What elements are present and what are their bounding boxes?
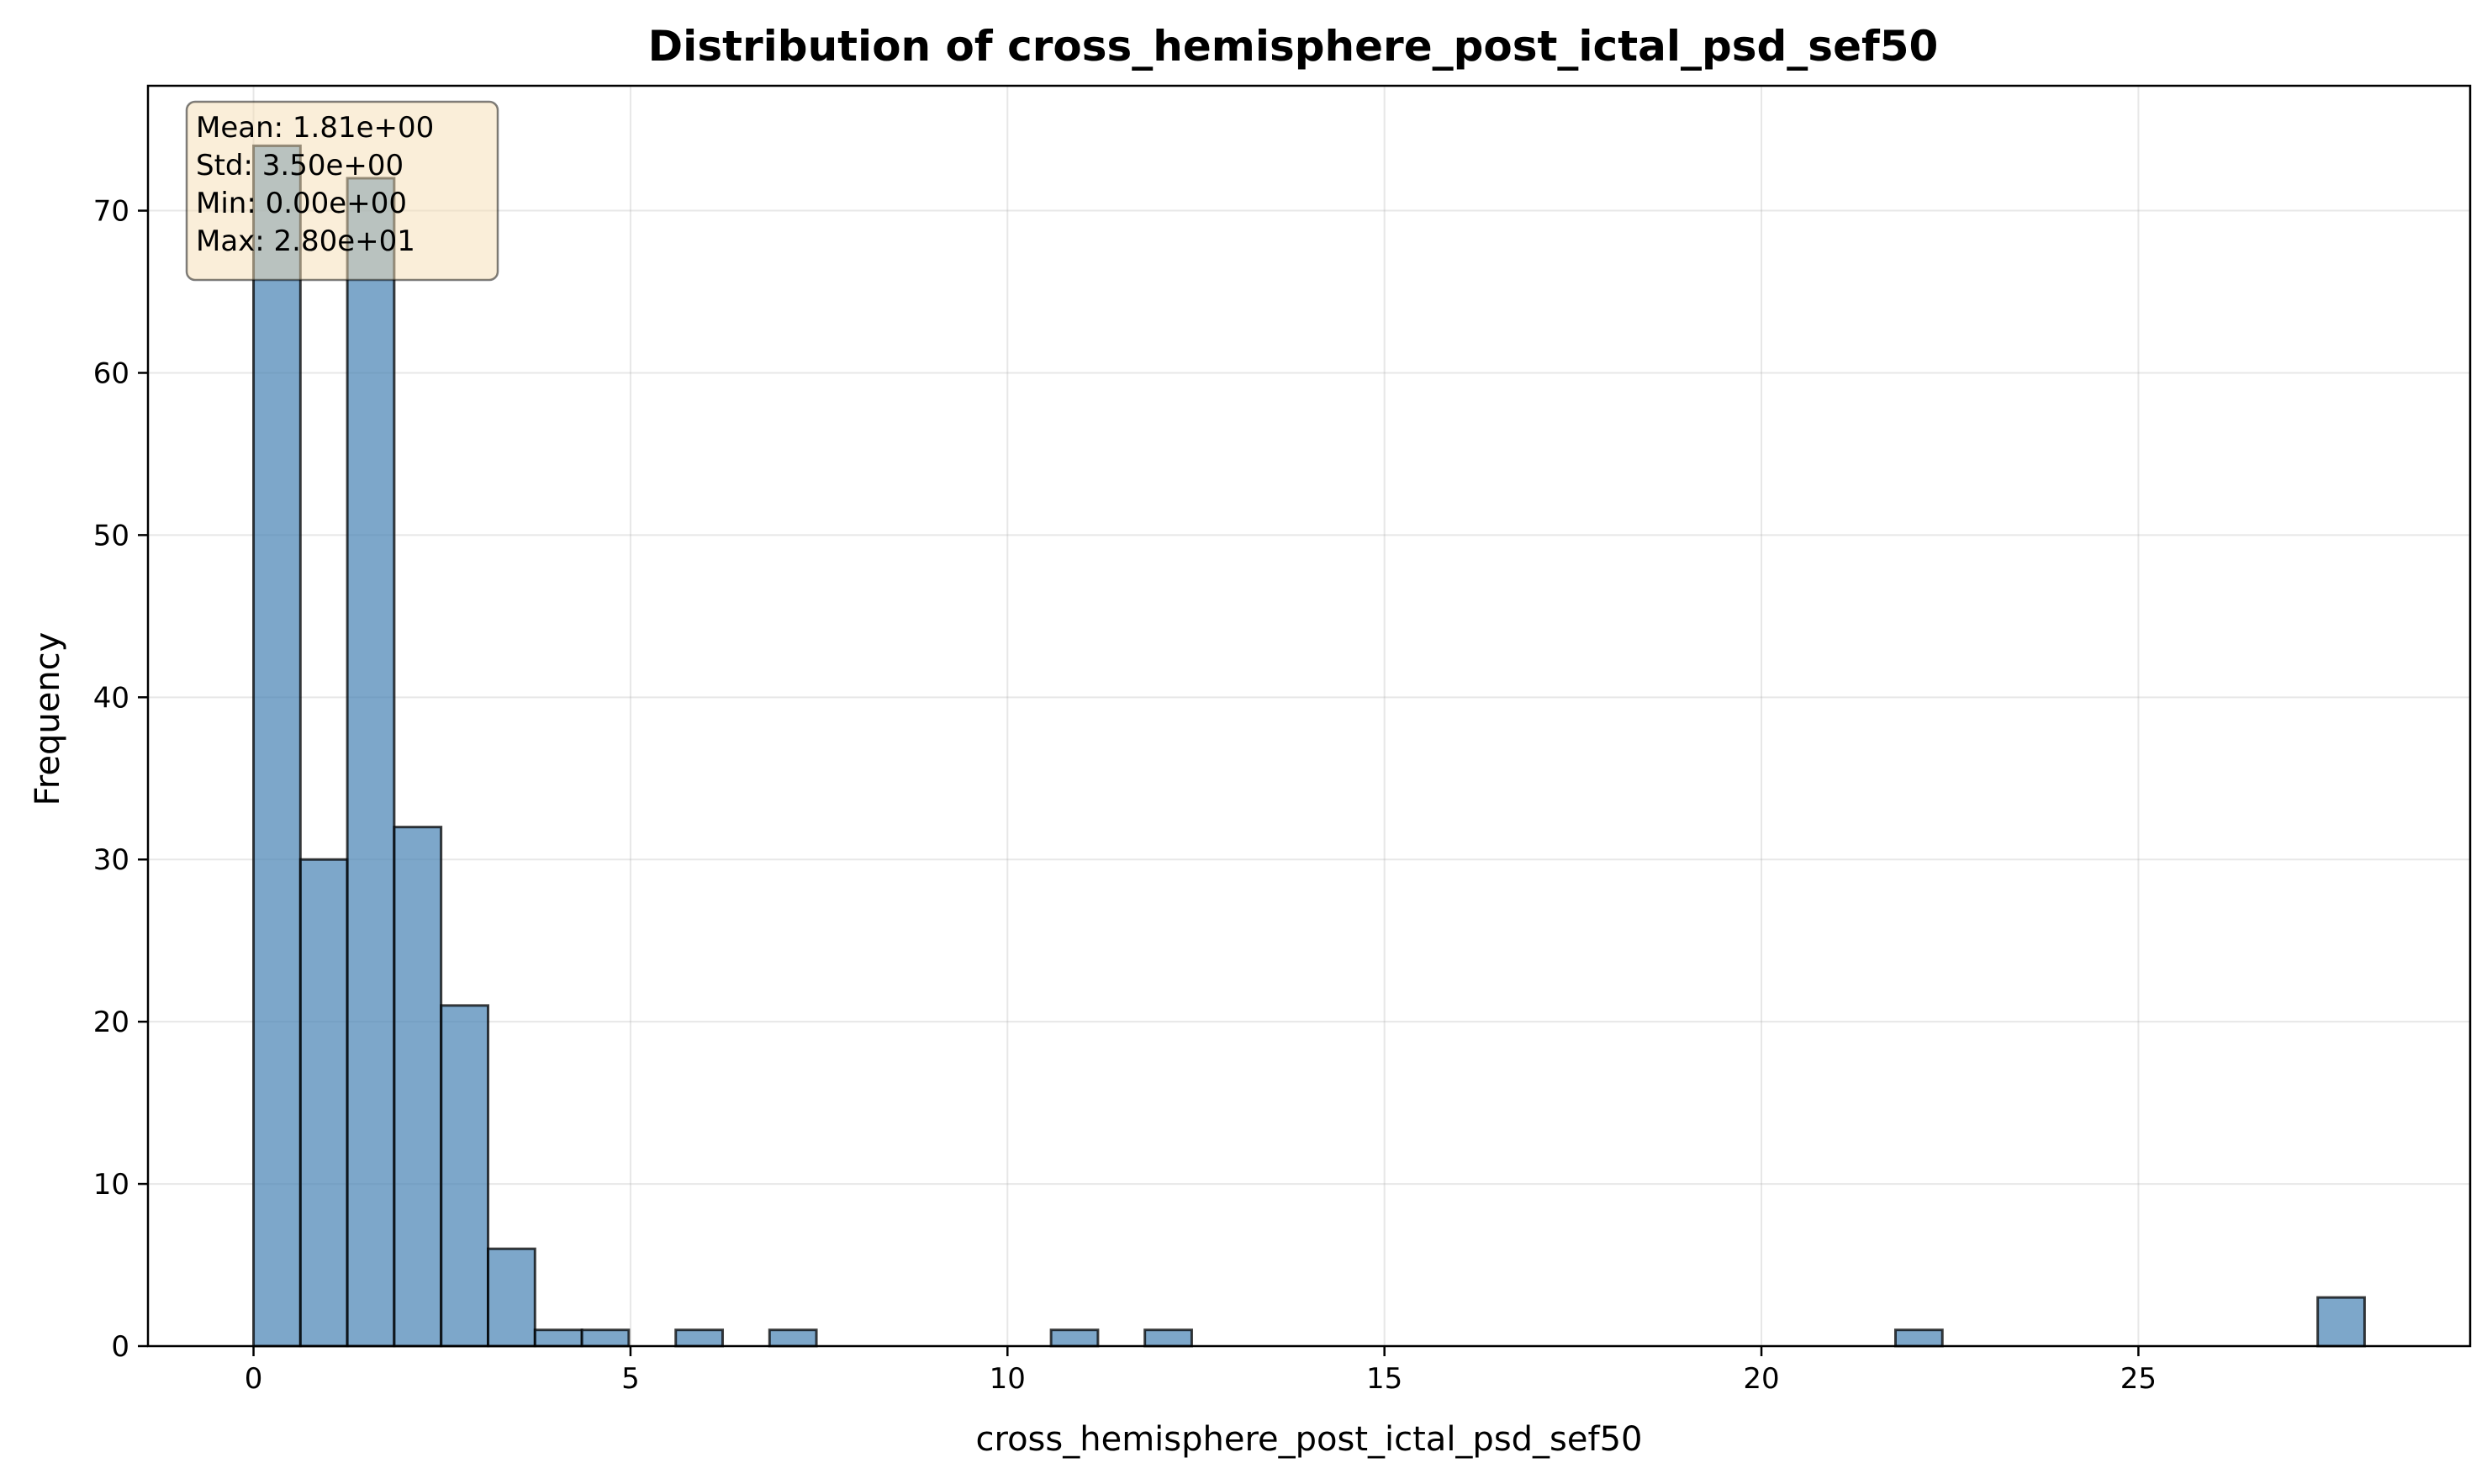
x-tick-label: 15	[1366, 1362, 1402, 1396]
x-tick-label: 5	[621, 1362, 640, 1396]
y-axis-ticks: 0 10 20 30 40 50 60 70	[93, 195, 148, 1364]
stats-mean: Mean: 1.81e+00	[196, 111, 434, 145]
stats-max: Max: 2.80e+01	[196, 224, 415, 258]
histogram-bar	[1049, 1328, 1100, 1348]
histogram-bar	[580, 1328, 631, 1348]
plot-frame	[146, 84, 2472, 1348]
x-tick-label: 0	[245, 1362, 263, 1396]
x-tick-label: 10	[990, 1362, 1026, 1396]
histogram-bar	[440, 1004, 490, 1348]
y-tick-label: 20	[93, 1006, 129, 1039]
x-tick-label: 20	[1743, 1362, 1779, 1396]
histogram-bar	[487, 1247, 536, 1348]
x-tick-label: 25	[2120, 1362, 2157, 1396]
y-tick-label: 0	[111, 1330, 129, 1364]
grid-lines	[148, 86, 2470, 1347]
y-tick-label: 60	[93, 356, 129, 390]
y-tick-label: 10	[93, 1168, 129, 1201]
stats-box-background	[185, 100, 499, 282]
x-axis-ticks: 0 5 10 15 20 25	[245, 1346, 2157, 1396]
stats-min: Min: 0.00e+00	[196, 187, 407, 220]
histogram-bar	[393, 826, 443, 1348]
y-tick-label: 30	[93, 843, 129, 877]
y-tick-label: 70	[93, 195, 129, 229]
histogram-bar	[2316, 1296, 2366, 1348]
y-tick-label: 40	[93, 681, 129, 715]
histogram-bar	[674, 1328, 725, 1348]
histogram-bar	[346, 177, 396, 1348]
y-axis-label: Frequency	[29, 632, 67, 806]
y-tick-label: 50	[93, 519, 129, 552]
stats-box: Mean: 1.81e+00 Std: 3.50e+00 Min: 0.00e+…	[185, 100, 499, 282]
stats-std: Std: 3.50e+00	[196, 149, 404, 182]
histogram-bar	[1893, 1328, 1944, 1348]
histogram-bar	[298, 858, 349, 1348]
histogram-bar	[1143, 1328, 1193, 1348]
x-axis-label: cross_hemisphere_post_ictal_psd_sef50	[976, 1420, 1643, 1459]
chart-title: Distribution of cross_hemisphere_post_ic…	[648, 22, 1939, 71]
histogram-bars	[252, 144, 2366, 1348]
histogram-bar	[768, 1328, 818, 1348]
histogram-bar	[252, 144, 302, 1348]
histogram-bar	[533, 1328, 583, 1348]
